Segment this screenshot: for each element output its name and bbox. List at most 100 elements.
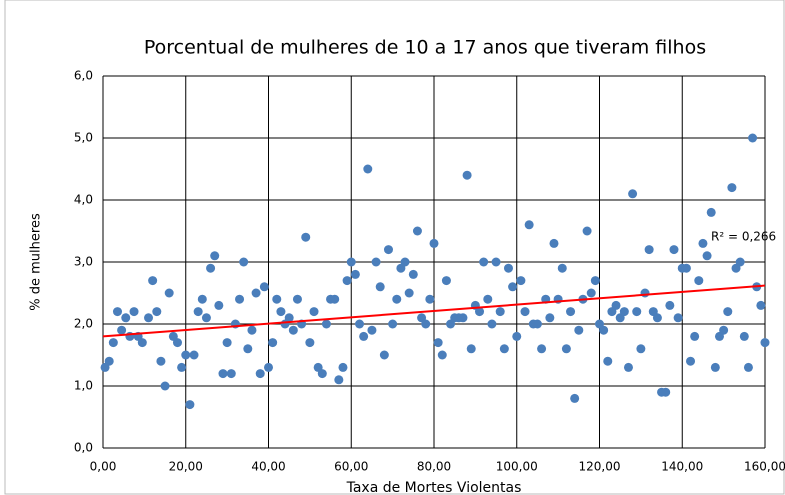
scatter-point (499, 344, 509, 354)
scatter-point (206, 263, 216, 273)
scatter-point (475, 307, 485, 317)
chart-frame (4, 0, 785, 495)
scatter-point (723, 307, 733, 317)
scatter-point (487, 319, 497, 329)
scatter-point (177, 362, 187, 372)
scatter-point (172, 338, 182, 348)
scatter-point (197, 294, 207, 304)
scatter-point (412, 226, 422, 236)
scatter-point (760, 338, 770, 348)
scatter-point (239, 257, 249, 267)
scatter-point (640, 288, 650, 298)
scatter-point (264, 362, 273, 372)
scatter-point (495, 307, 505, 317)
scatter-point (363, 164, 373, 174)
y-tick-label: 5,0 (74, 131, 93, 145)
scatter-point (301, 232, 311, 242)
scatter-point (441, 276, 451, 286)
scatter-point (121, 313, 131, 323)
scatter-point (288, 325, 298, 335)
scatter-point (619, 307, 629, 317)
chart-title: Porcentual de mulheres de 10 a 17 anos q… (144, 37, 706, 59)
scatter-point (152, 307, 162, 317)
scatter-point (706, 207, 716, 217)
x-tick-label: 40,00 (251, 460, 285, 474)
x-tick-label: 120,00 (579, 460, 621, 474)
scatter-point (702, 251, 712, 261)
scatter-point (686, 356, 696, 366)
scatter-point (342, 276, 352, 286)
scatter-point (112, 307, 122, 317)
x-axis-label: Taxa de Mortes Violentas (346, 480, 522, 495)
scatter-point (590, 276, 600, 286)
scatter-point (545, 313, 555, 323)
scatter-point (346, 257, 356, 267)
scatter-point (104, 356, 114, 366)
scatter-point (355, 319, 365, 329)
scatter-point (129, 307, 139, 317)
scatter-point (367, 325, 377, 335)
scatter-point (479, 257, 489, 267)
scatter-point (375, 282, 385, 292)
scatter-point (243, 344, 253, 354)
scatter-point (681, 263, 691, 273)
scatter-point (566, 307, 576, 317)
y-tick-label: 0,0 (74, 441, 93, 455)
scatter-point (727, 183, 737, 193)
scatter-point (665, 300, 675, 310)
scatter-point (185, 400, 195, 410)
y-tick-label: 1,0 (74, 379, 93, 393)
r-squared-label: R² = 0,266 (711, 230, 776, 244)
scatter-point (117, 325, 127, 335)
scatter-point (350, 269, 360, 279)
x-tick-label: 20,00 (169, 460, 203, 474)
trendline (102, 284, 766, 338)
scatter-point (272, 294, 282, 304)
scatter-point (404, 288, 414, 298)
scatter-point (383, 245, 393, 255)
scatter-point (292, 294, 302, 304)
scatter-point (309, 307, 319, 317)
scatter-point (491, 257, 501, 267)
scatter-point (673, 313, 683, 323)
scatter-point (549, 238, 559, 248)
x-tick-label: 100,00 (496, 460, 538, 474)
scatter-point (137, 338, 147, 348)
scatter-point (433, 338, 443, 348)
scatter-point (359, 331, 369, 341)
scatter-point (599, 325, 609, 335)
scatter-point (586, 288, 596, 298)
scatter-point (392, 294, 402, 304)
scatter-point (557, 263, 567, 273)
scatter-point (255, 369, 265, 379)
scatter-point (516, 276, 526, 286)
scatter-point (247, 325, 257, 335)
scatter-point (164, 288, 174, 298)
scatter-point (321, 319, 331, 329)
x-tick-label: 140,00 (661, 460, 703, 474)
scatter-point (317, 369, 327, 379)
scatter-point (698, 238, 708, 248)
scatter-point (483, 294, 493, 304)
scatter-point (520, 307, 530, 317)
scatter-point (429, 238, 439, 248)
scatter-point (371, 257, 381, 267)
scatter-point (259, 282, 269, 292)
x-tick-label: 60,00 (334, 460, 368, 474)
scatter-point (503, 263, 513, 273)
scatter-point (524, 220, 534, 230)
scatter-point (462, 170, 472, 180)
scatter-point (508, 282, 518, 292)
scatter-point (214, 300, 224, 310)
scatter-point (437, 350, 447, 360)
x-tick-label: 80,00 (417, 460, 451, 474)
scatter-point (276, 307, 286, 317)
scatter-point (644, 245, 654, 255)
scatter-point (756, 300, 766, 310)
scatter-point (690, 331, 700, 341)
x-tick-label: 160,00 (744, 460, 785, 474)
scatter-point (466, 344, 476, 354)
scatter-point (694, 276, 704, 286)
y-tick-label: 4,0 (74, 193, 93, 207)
